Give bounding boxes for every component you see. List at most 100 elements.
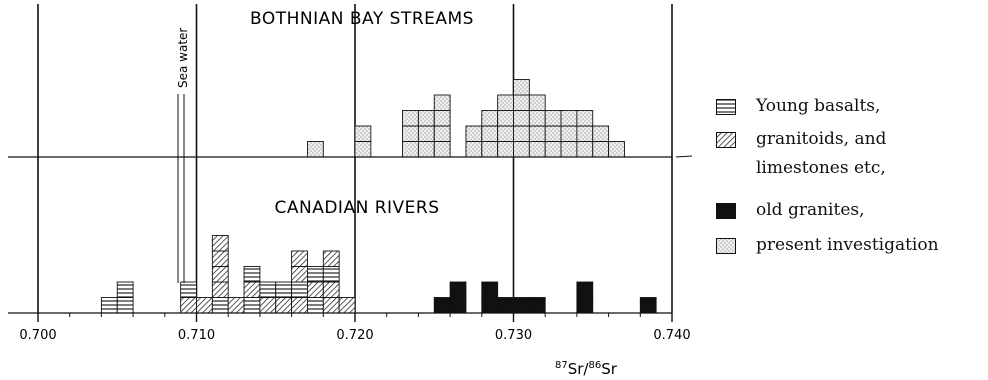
bar-cell-granitoids — [291, 266, 308, 283]
bar-cell-present-investigation — [528, 125, 546, 142]
bar-cell-granitoids — [227, 297, 245, 314]
bar-cell-granitoids — [291, 297, 308, 314]
bar-cell-present-investigation — [497, 110, 514, 127]
bar-cell-present-investigation — [433, 125, 451, 142]
bar-cell-present-investigation — [528, 94, 546, 111]
bar-cell-granitoids — [211, 266, 229, 283]
bar-cell-old-granites — [449, 281, 467, 298]
bar-cell-young-basalts — [259, 281, 277, 298]
bar-cell-granitoids — [322, 281, 340, 298]
bar-cell-granitoids — [243, 281, 261, 298]
bar-cell-old-granites — [639, 297, 657, 314]
bar-cell-old-granites — [576, 297, 594, 314]
bar-cell-present-investigation — [433, 110, 451, 127]
bar-cell-granitoids — [322, 250, 340, 267]
present-investigation-swatch — [716, 238, 736, 254]
x-tick-label: 0.710 — [178, 328, 215, 343]
legend-label-granitoids: granitoids, and — [756, 129, 887, 149]
bar-cell-granitoids — [291, 250, 308, 267]
bar-cell-present-investigation — [528, 141, 546, 158]
bar-cell-present-investigation — [402, 141, 419, 158]
bar-cell-old-granites — [481, 281, 499, 298]
bar-cell-young-basalts — [275, 281, 293, 298]
bar-cell-old-granites — [433, 297, 451, 314]
legend-label-young-basalts: Young basalts, — [756, 96, 881, 116]
bar-cell-present-investigation — [544, 141, 562, 158]
bar-cell-young-basalts — [243, 297, 261, 314]
bar-cell-young-basalts — [116, 281, 134, 298]
bar-cell-old-granites — [513, 297, 530, 314]
bar-cell-present-investigation — [544, 125, 562, 142]
bar-cell-young-basalts — [291, 281, 308, 298]
x-tick-label: 0.730 — [495, 328, 532, 343]
bar-cell-young-basalts — [211, 297, 229, 314]
bar-cell-present-investigation — [354, 125, 372, 142]
bar-cell-old-granites — [576, 281, 594, 298]
bar-cell-present-investigation — [417, 125, 435, 142]
x-axis-ticks: 0.700 0.710 0.720 0.730 0.740 — [19, 313, 691, 343]
bar-cell-present-investigation — [465, 125, 483, 142]
granitoids-swatch — [716, 132, 736, 148]
old-granites-swatch — [716, 203, 736, 219]
bar-cell-present-investigation — [513, 141, 530, 158]
baseline-tail-mark — [675, 155, 693, 158]
x-tick-label: 0.740 — [653, 328, 690, 343]
legend-label-old-granites: old granites, — [756, 200, 865, 220]
bar-cell-present-investigation — [560, 125, 578, 142]
bar-cell-young-basalts — [116, 297, 134, 314]
bar-cell-present-investigation — [528, 110, 546, 127]
bar-cell-present-investigation — [592, 125, 610, 142]
bar-cell-old-granites — [449, 297, 467, 314]
x-axis-label: 87Sr/86Sr — [555, 360, 618, 378]
bottom-panel-title: CANADIAN RIVERS — [275, 198, 440, 218]
bar-cell-present-investigation — [576, 125, 594, 142]
bar-cell-present-investigation — [481, 141, 499, 158]
bar-cell-present-investigation — [433, 94, 451, 111]
bar-cell-present-investigation — [513, 79, 530, 96]
canadian-rivers-bars — [100, 235, 657, 314]
sea-water-label: Sea water — [176, 28, 190, 88]
bar-cell-granitoids — [259, 297, 277, 314]
bar-cell-granitoids — [211, 250, 229, 267]
bar-cell-young-basalts — [100, 297, 118, 314]
bar-cell-present-investigation — [513, 94, 530, 111]
legend-label-present-investigation: present investigation — [756, 235, 939, 255]
bar-cell-young-basalts — [322, 266, 340, 283]
vertical-gridlines — [37, 4, 673, 313]
bar-cell-present-investigation — [465, 141, 483, 158]
bar-cell-present-investigation — [544, 110, 562, 127]
bar-cell-present-investigation — [402, 125, 419, 142]
bar-cell-present-investigation — [560, 141, 578, 158]
x-tick-label: 0.700 — [19, 328, 56, 343]
bar-cell-present-investigation — [576, 110, 594, 127]
bar-cell-present-investigation — [417, 141, 435, 158]
bar-cell-young-basalts — [180, 281, 197, 298]
bar-cell-granitoids — [180, 297, 197, 314]
bar-cell-old-granites — [497, 297, 514, 314]
bar-cell-present-investigation — [481, 110, 499, 127]
bar-cell-present-investigation — [481, 125, 499, 142]
bar-cell-present-investigation — [307, 141, 324, 158]
top-panel-title: BOTHNIAN BAY STREAMS — [250, 9, 474, 29]
bar-cell-present-investigation — [402, 110, 419, 127]
bar-cell-granitoids — [322, 297, 340, 314]
bar-cell-granitoids — [338, 297, 356, 314]
bar-cell-present-investigation — [417, 110, 435, 127]
bar-cell-granitoids — [211, 281, 229, 298]
bar-cell-young-basalts — [307, 297, 324, 314]
bar-cell-present-investigation — [497, 141, 514, 158]
bar-cell-granitoids — [211, 235, 229, 252]
x-tick-label: 0.720 — [336, 328, 373, 343]
bar-cell-present-investigation — [560, 110, 578, 127]
bar-cell-present-investigation — [576, 141, 594, 158]
bar-cell-old-granites — [481, 297, 499, 314]
bar-cell-young-basalts — [243, 266, 261, 283]
bar-cell-present-investigation — [497, 125, 514, 142]
bar-cell-present-investigation — [433, 141, 451, 158]
bar-cell-present-investigation — [592, 141, 610, 158]
bar-cell-young-basalts — [307, 266, 324, 283]
bar-cell-present-investigation — [497, 94, 514, 111]
bar-cell-present-investigation — [608, 141, 625, 158]
bar-cell-granitoids — [275, 297, 293, 314]
